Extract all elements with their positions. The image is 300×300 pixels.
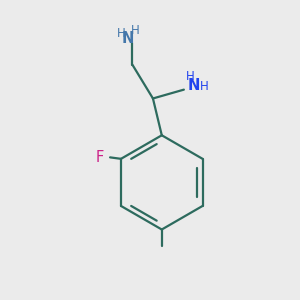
Text: H: H [200,80,209,93]
Text: H: H [185,70,194,83]
Text: H: H [117,27,125,40]
Text: H: H [131,24,140,37]
Text: N: N [188,78,200,93]
Text: F: F [95,150,104,165]
Text: N: N [122,31,134,46]
